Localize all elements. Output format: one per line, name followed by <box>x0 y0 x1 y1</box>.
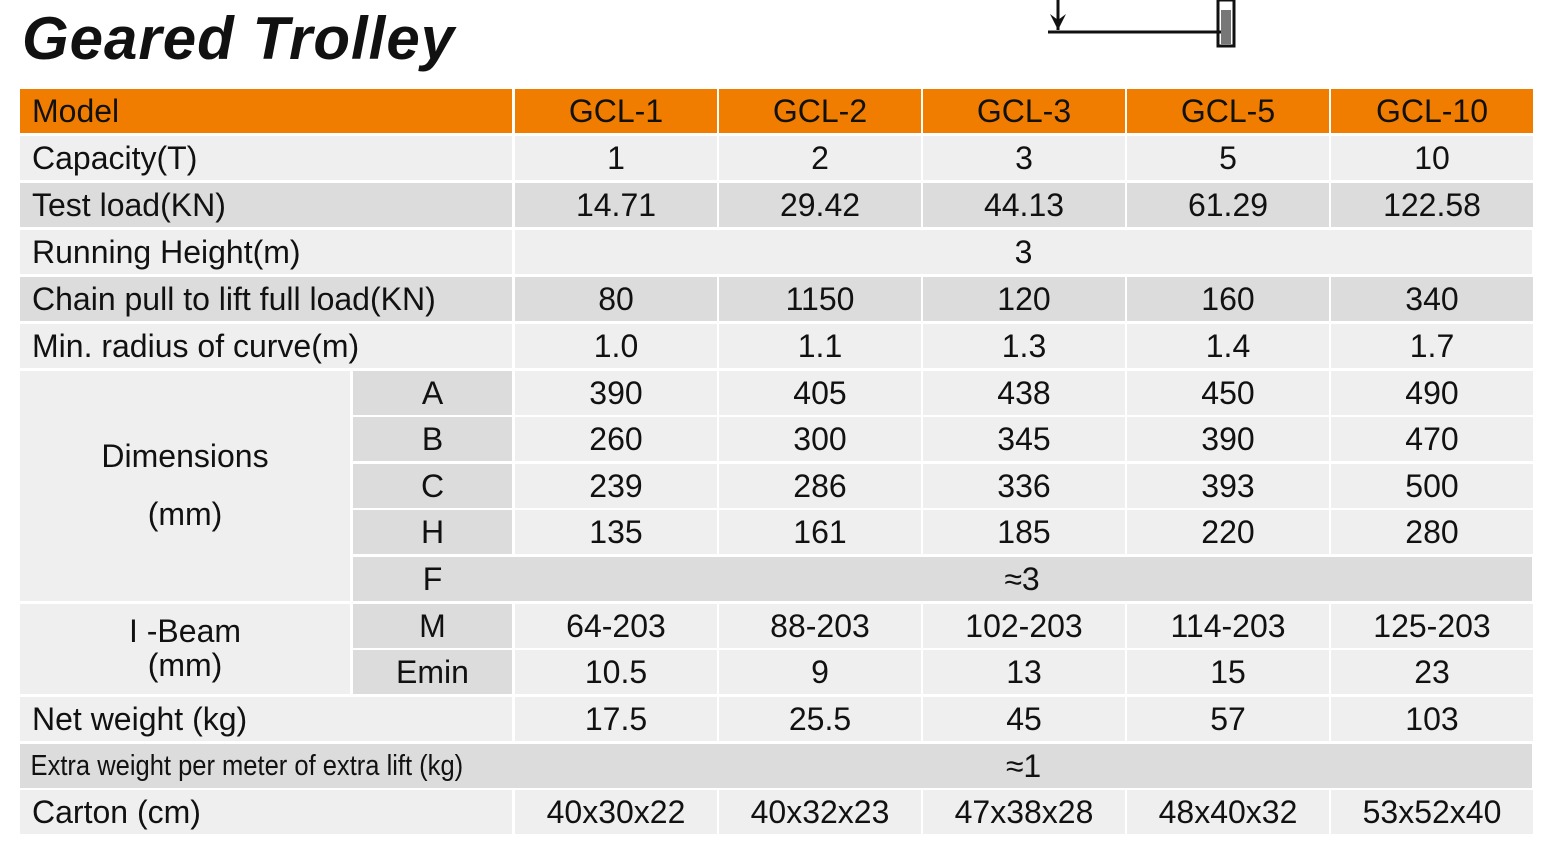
table-cell: 80 <box>515 277 717 321</box>
header-model-gcl-5: GCL-5 <box>1127 89 1329 133</box>
table-cell: 390 <box>1127 417 1329 461</box>
table-cell: 40x32x23 <box>719 790 921 834</box>
table-cell: 1150 <box>719 277 921 321</box>
header-model-gcl-1: GCL-1 <box>515 89 717 133</box>
table-cell: 9 <box>719 650 921 694</box>
table-cell: 490 <box>1331 371 1533 415</box>
table-cell: 1.7 <box>1331 324 1533 368</box>
table-cell-span: 3 <box>515 230 1532 274</box>
table-cell: 10 <box>1331 136 1533 180</box>
table-cell: 57 <box>1127 697 1329 741</box>
dimensions-label-line1: Dimensions <box>101 438 269 475</box>
table-cell: 5 <box>1127 136 1329 180</box>
table-cell: 1.4 <box>1127 324 1329 368</box>
row-label-min-radius: Min. radius of curve(m) <box>20 324 512 368</box>
dimension-sublabel-f: F <box>353 557 512 601</box>
table-cell: 160 <box>1127 277 1329 321</box>
ibeam-sublabel-m: M <box>353 604 512 648</box>
table-cell: 17.5 <box>515 697 717 741</box>
table-cell: 122.58 <box>1331 183 1533 227</box>
table-cell: 1.0 <box>515 324 717 368</box>
table-cell: 185 <box>923 510 1125 554</box>
dimension-sublabel-c: C <box>353 464 512 508</box>
table-cell: 15 <box>1127 650 1329 694</box>
table-cell: 120 <box>923 277 1125 321</box>
table-cell-span: ≈3 <box>512 557 1532 601</box>
table-cell: 239 <box>515 464 717 508</box>
table-cell: 1 <box>515 136 717 180</box>
table-cell: 135 <box>515 510 717 554</box>
table-cell: 405 <box>719 371 921 415</box>
table-cell: 88-203 <box>719 604 921 648</box>
table-cell: 390 <box>515 371 717 415</box>
header-model-label: Model <box>20 89 512 133</box>
table-cell: 13 <box>923 650 1125 694</box>
row-label-extra-weight: Extra weight per meter of extra lift (kg… <box>30 749 464 782</box>
table-cell: 345 <box>923 417 1125 461</box>
row-label-chain-pull: Chain pull to lift full load(KN) <box>20 277 512 321</box>
table-cell: 260 <box>515 417 717 461</box>
table-cell: 61.29 <box>1127 183 1329 227</box>
table-cell: 114-203 <box>1127 604 1329 648</box>
header-model-gcl-3: GCL-3 <box>923 89 1125 133</box>
row-label-net-weight: Net weight (kg) <box>20 697 512 741</box>
row-label-running-height: Running Height(m) <box>20 230 512 274</box>
trolley-diagram-fragment <box>1048 0 1236 48</box>
table-cell: 286 <box>719 464 921 508</box>
table-cell: 10.5 <box>515 650 717 694</box>
table-cell: 45 <box>923 697 1125 741</box>
table-cell: 450 <box>1127 371 1329 415</box>
table-cell: 1.1 <box>719 324 921 368</box>
dimensions-label: Dimensions (mm) <box>20 371 350 601</box>
table-cell-span: ≈1 <box>1005 748 1042 784</box>
table-cell: 64-203 <box>515 604 717 648</box>
table-cell: 280 <box>1331 510 1533 554</box>
table-cell: 44.13 <box>923 183 1125 227</box>
table-cell: 2 <box>719 136 921 180</box>
page-title: Geared Trolley <box>22 5 456 72</box>
table-cell: 300 <box>719 417 921 461</box>
extra-weight-row-bg <box>20 744 1532 788</box>
row-label-carton: Carton (cm) <box>20 790 512 834</box>
table-cell: 53x52x40 <box>1331 790 1533 834</box>
table-cell: 340 <box>1331 277 1533 321</box>
table-cell: 125-203 <box>1331 604 1533 648</box>
table-cell: 3 <box>923 136 1125 180</box>
table-cell: 40x30x22 <box>515 790 717 834</box>
row-label-test-load: Test load(KN) <box>20 183 512 227</box>
table-cell: 336 <box>923 464 1125 508</box>
dimension-sublabel-a: A <box>353 371 512 415</box>
header-model-gcl-2: GCL-2 <box>719 89 921 133</box>
table-cell: 48x40x32 <box>1127 790 1329 834</box>
table-cell: 470 <box>1331 417 1533 461</box>
ibeam-label-line2: (mm) <box>147 647 223 683</box>
dimension-sublabel-h: H <box>353 510 512 554</box>
ibeam-label-line1: I -Beam <box>128 613 242 650</box>
ibeam-label: I -Beam (mm) <box>20 604 350 694</box>
table-cell: 500 <box>1331 464 1533 508</box>
table-cell: 438 <box>923 371 1125 415</box>
table-cell: 1.3 <box>923 324 1125 368</box>
table-cell: 220 <box>1127 510 1329 554</box>
table-cell: 47x38x28 <box>923 790 1125 834</box>
table-cell: 29.42 <box>719 183 921 227</box>
table-cell: 103 <box>1331 697 1533 741</box>
ibeam-sublabel-emin: Emin <box>353 650 512 694</box>
table-cell: 23 <box>1331 650 1533 694</box>
dimensions-label-line2: (mm) <box>147 496 223 532</box>
table-cell: 102-203 <box>923 604 1125 648</box>
table-cell: 14.71 <box>515 183 717 227</box>
row-label-capacity: Capacity(T) <box>20 136 512 180</box>
table-cell: 161 <box>719 510 921 554</box>
header-model-gcl-10: GCL-10 <box>1331 89 1533 133</box>
table-cell: 25.5 <box>719 697 921 741</box>
table-cell: 393 <box>1127 464 1329 508</box>
dimension-sublabel-b: B <box>353 417 512 461</box>
